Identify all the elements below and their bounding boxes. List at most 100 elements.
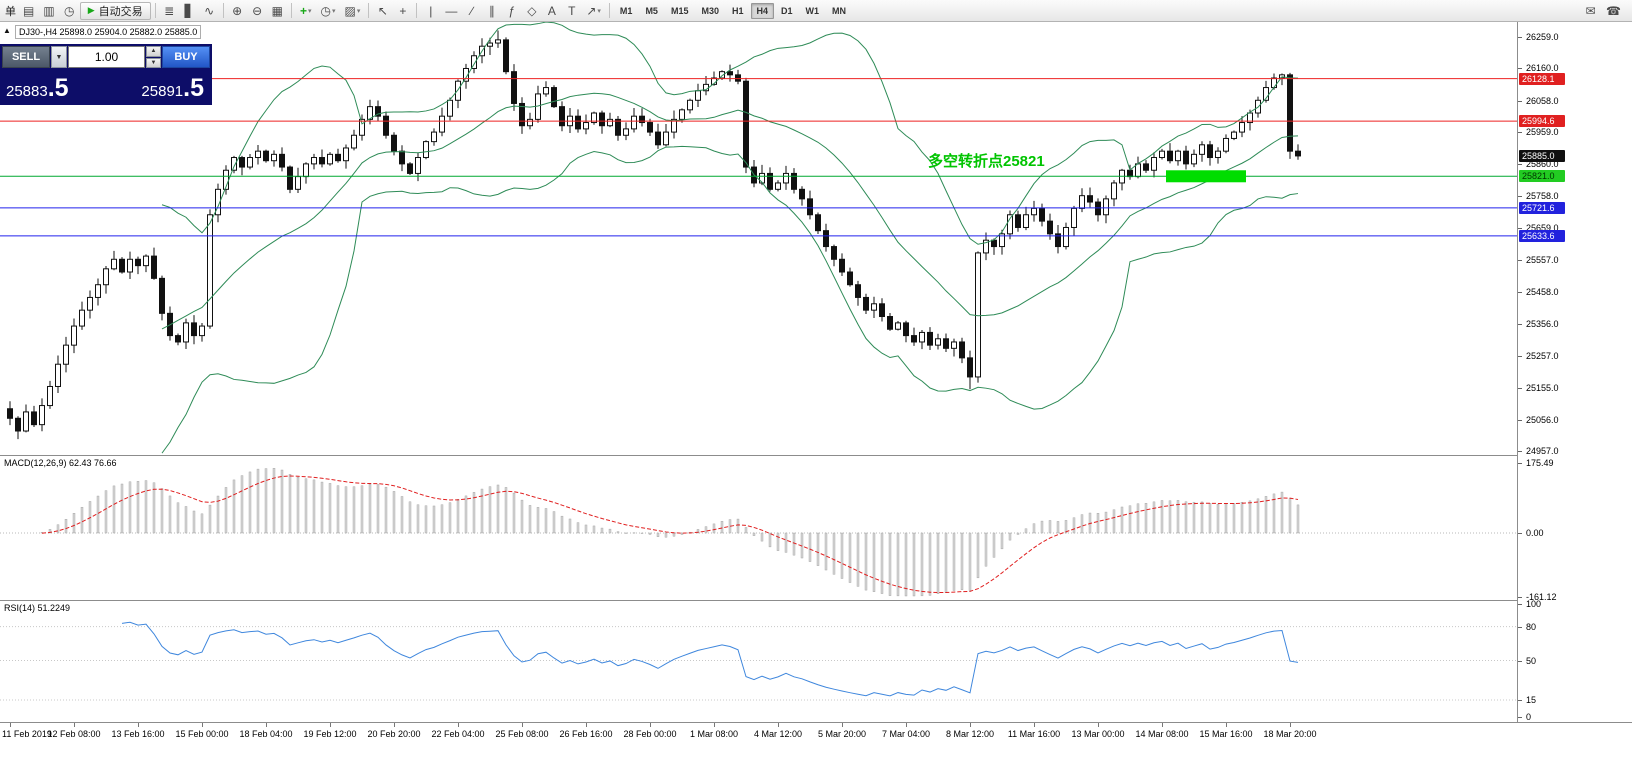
price-tick-label: 24957.0: [1526, 446, 1559, 457]
time-tick-mark: [906, 723, 907, 727]
rsi-scale-label: 80: [1526, 621, 1537, 632]
toolbar-right-group: ✉ ☎: [1581, 2, 1629, 20]
price-tick-label: 26160.0: [1526, 63, 1559, 74]
time-axis-label: 14 Mar 08:00: [1135, 729, 1189, 739]
rsi-tick-mark: [1518, 604, 1522, 605]
autotrading-button[interactable]: ▶ 自动交易: [79, 1, 151, 20]
periods-button[interactable]: ◷ ▾: [316, 2, 339, 20]
fibonacci-tool-icon[interactable]: ƒ: [508, 3, 516, 18]
new-order-button[interactable]: 单: [5, 5, 16, 18]
autotrading-label: 自动交易: [98, 5, 143, 18]
price-axis[interactable]: 26259.0 26160.0 26058.0 25959.0 25860.0 25758…: [1517, 22, 1632, 722]
clock-icon: ◷: [320, 3, 331, 18]
bollinger-middle-band: [161, 92, 1299, 330]
price-tick-label: 25557.0: [1526, 255, 1559, 266]
vertical-line-tool-icon[interactable]: |: [429, 3, 433, 18]
bars-chart-icon[interactable]: ≣: [164, 3, 175, 18]
time-axis-label: 19 Feb 12:00: [303, 729, 357, 739]
time-tick-mark: [1098, 723, 1099, 727]
timeframe-h1[interactable]: H1: [731, 5, 744, 16]
time-tick-mark: [458, 723, 459, 727]
time-axis-label: 18 Mar 20:00: [1263, 729, 1317, 739]
chart-ohlc-header: DJ30-,H4 25898.0 25904.0 25882.0 25885.0: [15, 25, 202, 39]
phone-icon[interactable]: ☎: [1606, 3, 1621, 18]
label-tool-icon[interactable]: T: [568, 3, 576, 18]
text-tool-icon[interactable]: A: [547, 3, 556, 18]
time-axis-label: 20 Feb 20:00: [367, 729, 421, 739]
time-tick-mark: [330, 723, 331, 727]
timeframe-d1[interactable]: D1: [781, 5, 793, 16]
main-price-chart[interactable]: [0, 22, 1517, 455]
price-tick-mark: [1518, 68, 1522, 70]
files-icon[interactable]: ▤: [23, 3, 35, 18]
timeframe-m5[interactable]: M5: [645, 5, 658, 16]
time-tick-mark: [650, 723, 651, 727]
sell-button[interactable]: SELL: [2, 46, 50, 68]
price-tick-mark: [1518, 37, 1522, 38]
templates-button[interactable]: ▨ ▾: [340, 2, 364, 20]
order-type-dropdown[interactable]: ▼: [51, 46, 67, 68]
price-tick-mark: [1518, 260, 1522, 262]
buy-price-main: 25891: [141, 83, 184, 100]
volume-up-icon[interactable]: ▲: [146, 46, 161, 57]
arrows-tool-button[interactable]: ↗ ▾: [582, 2, 605, 20]
macd-scale-label: 0.00: [1526, 528, 1544, 538]
rsi-scale-label: 50: [1526, 655, 1537, 666]
tile-windows-icon[interactable]: ▦: [271, 3, 283, 18]
add-indicator-button[interactable]: + ▾: [296, 2, 316, 20]
volume-down-icon[interactable]: ▼: [146, 57, 161, 68]
timeframe-m1[interactable]: M1: [619, 5, 633, 16]
timeframe-h4[interactable]: H4: [750, 2, 775, 19]
time-tick-mark: [1034, 723, 1035, 727]
toolbar-separator: [222, 3, 224, 18]
toolbar-separator: [154, 3, 156, 18]
pane-divider[interactable]: [0, 455, 1632, 456]
time-axis-label: 25 Feb 08:00: [495, 729, 549, 739]
timeframe-m30[interactable]: M30: [701, 5, 719, 16]
line-chart-icon[interactable]: ∿: [204, 3, 215, 18]
timeframe-mn[interactable]: MN: [832, 5, 847, 16]
timeframe-m15[interactable]: M15: [670, 5, 689, 16]
timeframe-w1[interactable]: W1: [805, 5, 820, 16]
pivot-annotation-text: 多空转折点25821: [928, 153, 1045, 170]
price-tick-mark: [1518, 100, 1522, 102]
time-axis-label: 11 Feb 2019: [2, 729, 52, 739]
zoom-in-icon[interactable]: ⊕: [232, 3, 243, 18]
time-axis-label: 12 Feb 08:00: [47, 729, 101, 739]
time-tick-mark: [1162, 723, 1163, 727]
buy-price: 25891.5: [141, 76, 204, 101]
pane-divider[interactable]: [0, 600, 1632, 601]
time-axis-label: 1 Mar 08:00: [689, 729, 739, 739]
price-tick-mark: [1518, 196, 1522, 198]
macd-signal-line: [41, 475, 1299, 594]
crosshair-icon[interactable]: +: [399, 3, 407, 18]
macd-pane[interactable]: [0, 455, 1517, 600]
trendline-tool-icon[interactable]: ∕: [470, 3, 473, 18]
volume-input[interactable]: [68, 46, 145, 68]
price-tick-mark: [1518, 451, 1522, 453]
profile-icon[interactable]: ▥: [43, 3, 55, 18]
time-tick-mark: [714, 723, 715, 727]
price-tick-mark: [1518, 324, 1522, 326]
candlestick-chart-icon[interactable]: ▋: [184, 3, 194, 18]
rsi-pane[interactable]: [0, 600, 1517, 722]
history-icon[interactable]: ◷: [63, 3, 75, 18]
bollinger-upper-band: [161, 22, 1299, 245]
price-tick-label: 25356.0: [1526, 319, 1559, 330]
channel-tool-icon[interactable]: ∥: [488, 3, 495, 18]
rsi-tick-mark: [1518, 700, 1522, 702]
one-click-toggle-icon[interactable]: ▲: [3, 26, 11, 35]
zoom-out-icon[interactable]: ⊖: [252, 3, 263, 18]
time-axis-label: 13 Feb 16:00: [111, 729, 165, 739]
time-axis-label: 15 Feb 00:00: [175, 729, 229, 739]
shapes-tool-icon[interactable]: ◇: [527, 3, 537, 18]
toolbar-separator: [608, 3, 610, 18]
price-tick-mark: [1518, 388, 1522, 390]
mail-icon[interactable]: ✉: [1585, 3, 1596, 18]
horizontal-line-tool-icon[interactable]: —: [445, 3, 458, 18]
time-axis[interactable]: 11 Feb 2019 12 Feb 08:00 13 Feb 16:00 15 Fe…: [0, 722, 1632, 742]
buy-button[interactable]: BUY: [162, 46, 210, 68]
cursor-icon[interactable]: ↖: [377, 3, 388, 18]
price-tick-label: 25758.0: [1526, 191, 1559, 202]
time-axis-label: 28 Feb 00:00: [623, 729, 677, 739]
